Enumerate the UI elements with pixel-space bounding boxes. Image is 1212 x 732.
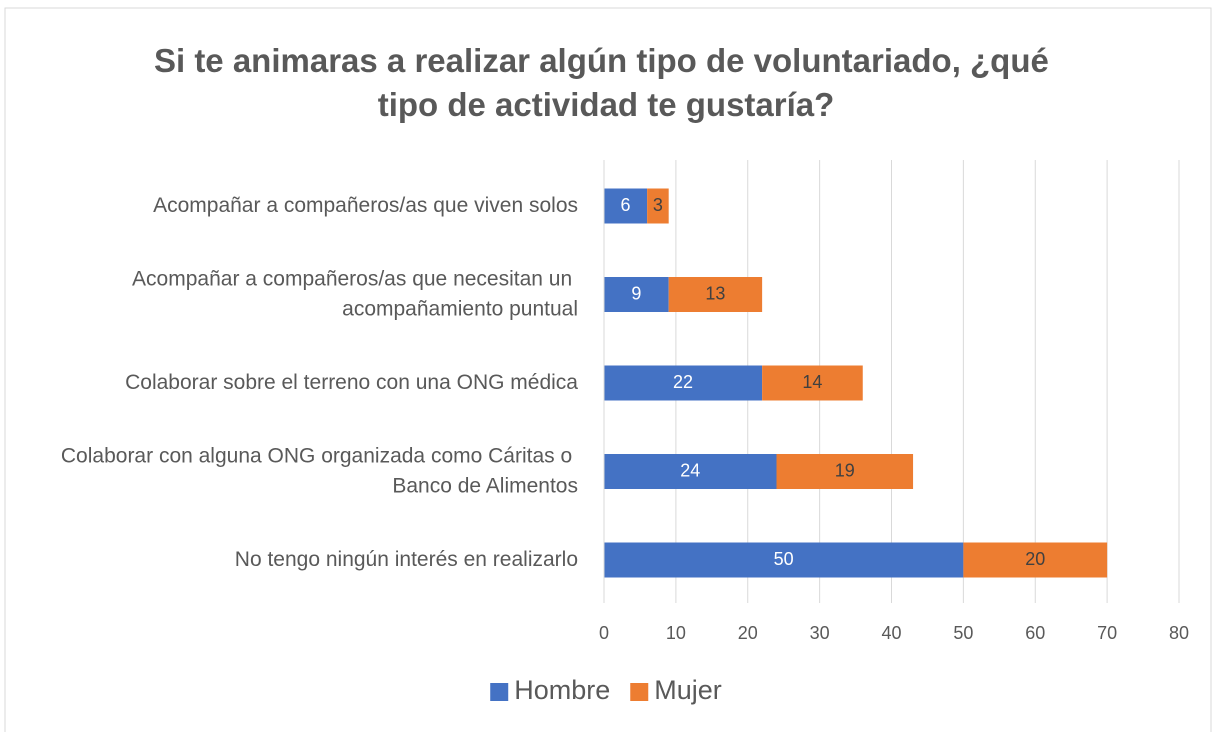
x-tick-label: 20 [738,623,758,643]
y-tick-label: No tengo ningún interés en realizarlo [235,548,578,571]
x-tick-label: 30 [810,623,830,643]
data-label: 13 [705,283,725,303]
data-label: 19 [835,460,855,480]
bar [604,188,648,224]
bar [604,365,763,401]
x-tick-label: 80 [1169,623,1189,643]
data-label: 3 [653,195,663,215]
data-label: 6 [621,195,631,215]
bar [776,454,914,489]
legend-label: Hombre [514,675,610,705]
data-label: 9 [631,283,641,303]
legend-label: Mujer [654,675,722,705]
data-label: 24 [680,460,700,480]
y-tick-label: Acompañar a compañeros/as que viven solo… [153,194,578,217]
bar [604,277,669,312]
bar [604,542,964,578]
x-tick-label: 0 [599,623,609,643]
bar [668,277,763,312]
bar [647,188,669,224]
legend-swatch [630,683,649,701]
data-label: 14 [802,372,822,392]
bar [762,365,863,401]
x-tick-label: 40 [881,623,901,643]
x-tick-label: 60 [1025,623,1045,643]
x-tick-label: 10 [666,623,686,643]
y-tick-label: Acompañar a compañeros/as que necesitan … [132,267,578,320]
data-label: 20 [1025,549,1045,569]
data-label: 50 [774,549,794,569]
bar [604,454,777,489]
x-tick-label: 70 [1097,623,1117,643]
bar [963,542,1108,578]
legend-swatch [490,683,509,701]
y-tick-label: Colaborar con alguna ONG organizada como… [61,444,578,497]
y-tick-label: Colaborar sobre el terreno con una ONG m… [125,371,578,394]
chart-title: Si te animaras a realizar algún tipo de … [154,42,1058,123]
chart-border [4,7,1212,732]
data-label: 22 [673,372,693,392]
x-tick-label: 50 [953,623,973,643]
